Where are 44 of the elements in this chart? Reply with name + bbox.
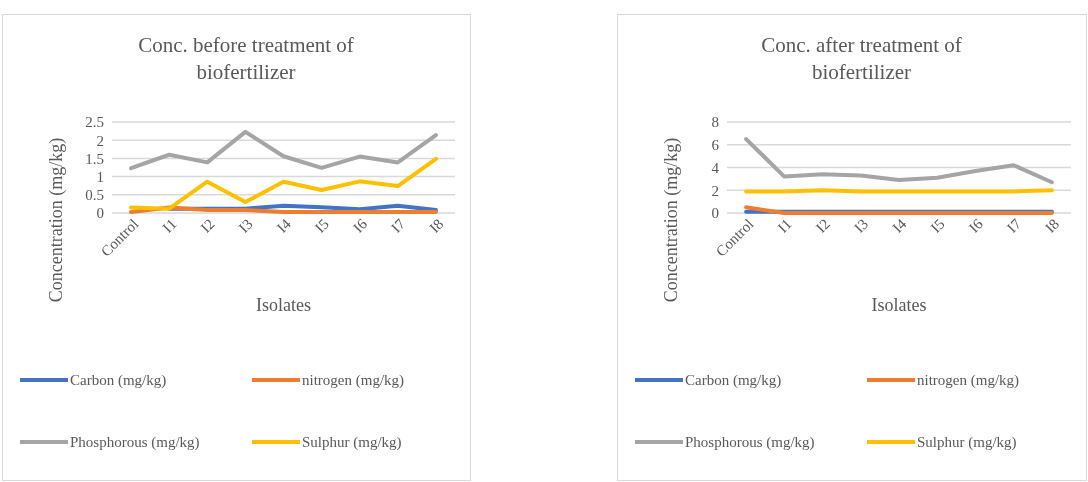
x-tick-label: I4	[273, 215, 295, 236]
y-tick-label: 0	[96, 205, 104, 222]
x-tick-label: I6	[965, 215, 987, 236]
y-tick-label: 0.5	[85, 187, 104, 204]
chart-title: Conc. before treatment of biofertilizer	[138, 33, 354, 84]
y-tick-label: 1	[96, 168, 104, 185]
x-tick-label: I8	[426, 215, 447, 236]
legend-label: Phosphorous (mg/kg)	[70, 434, 200, 451]
x-tick-label: I5	[311, 215, 333, 236]
x-axis-title: Isolates	[871, 295, 927, 315]
x-tick-label: I5	[927, 215, 948, 236]
x-tick-label: I3	[235, 215, 256, 236]
legend-label: Sulphur (mg/kg)	[917, 434, 1017, 451]
y-tick-label: 6	[711, 137, 720, 154]
y-tick-label: 4	[711, 159, 720, 176]
y-tick-label: 2	[96, 132, 104, 149]
line-series	[129, 156, 438, 211]
y-tick-label: 2.5	[85, 114, 104, 131]
line-series	[129, 129, 438, 171]
x-tick-label: I6	[349, 215, 371, 236]
x-tick-label: I1	[774, 215, 795, 236]
chart-title: Conc. after treatment of biofertilizer	[761, 33, 962, 84]
x-tick-label: I8	[1042, 215, 1063, 236]
x-tick-label: I3	[851, 215, 872, 236]
y-tick-label: 2	[711, 182, 719, 199]
legend-label: Carbon (mg/kg)	[685, 372, 782, 389]
legend-label: Carbon (mg/kg)	[70, 372, 167, 389]
x-axis-title: Isolates	[256, 295, 311, 315]
y-tick-label: 8	[711, 114, 719, 131]
y-axis-title: Concentration (mg/kg)	[661, 137, 682, 303]
x-tick-label: I7	[388, 215, 409, 236]
x-tick-label: I2	[812, 215, 833, 236]
legend-label: nitrogen (mg/kg)	[917, 372, 1020, 389]
legend-label: nitrogen (mg/kg)	[302, 372, 405, 389]
x-tick-label: I7	[1003, 215, 1025, 236]
line-series	[744, 137, 1054, 185]
x-tick-label: I2	[197, 215, 218, 236]
legend-label: Sulphur (mg/kg)	[302, 434, 402, 451]
x-tick-label: I1	[159, 215, 180, 236]
legend-label: Phosphorous (mg/kg)	[685, 434, 815, 451]
y-axis-title: Concentration (mg/kg)	[46, 137, 67, 303]
y-tick-label: 0	[711, 205, 719, 222]
x-tick-label: I4	[889, 215, 910, 236]
y-tick-label: 1.5	[85, 150, 104, 167]
